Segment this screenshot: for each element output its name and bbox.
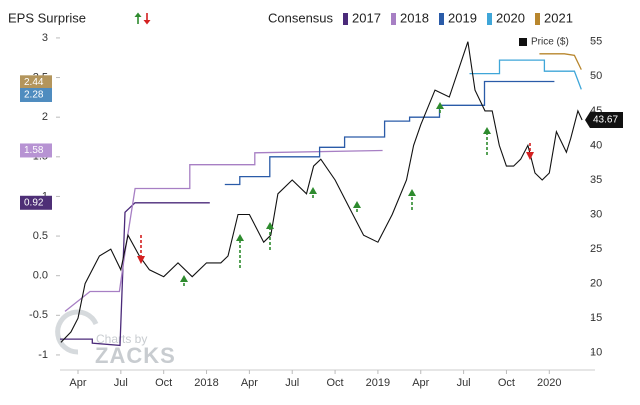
x-tick-label: Jul xyxy=(285,377,299,389)
x-tick-label: Oct xyxy=(498,377,515,389)
x-tick-label: 2019 xyxy=(366,377,390,389)
x-tick-label: Oct xyxy=(155,377,172,389)
plot-area: -1-0.50.00.511.522.531015202530354045505… xyxy=(20,32,623,389)
y2-tick-label: 30 xyxy=(590,208,602,220)
surprise-arrows xyxy=(137,102,534,286)
y-tick-label: 2 xyxy=(42,111,48,123)
current-value-label: 2.44 xyxy=(24,77,44,88)
consensus-line xyxy=(64,149,383,312)
price-line xyxy=(60,41,583,343)
eps-surprise-title: EPS Surprise xyxy=(8,10,86,25)
y2-tick-label: 20 xyxy=(590,278,602,290)
x-tick-label: Apr xyxy=(412,377,429,389)
legend-swatch xyxy=(535,13,540,25)
price-box xyxy=(585,112,623,129)
surprise-icons xyxy=(134,12,151,25)
current-value-label: 2.28 xyxy=(24,90,44,101)
y-tick-label: -0.5 xyxy=(29,309,48,321)
x-tick-label: Oct xyxy=(327,377,344,389)
legend-label: 2021 xyxy=(544,10,573,25)
y2-tick-label: 55 xyxy=(590,36,602,48)
y-tick-label: 0.0 xyxy=(33,270,48,282)
current-value-box xyxy=(20,143,52,158)
y-tick-label: 0.5 xyxy=(33,230,48,242)
watermark-text: Charts by xyxy=(96,332,147,346)
legend-label: 2018 xyxy=(400,10,429,25)
x-tick-label: 2018 xyxy=(194,377,218,389)
x-tick-label: Jul xyxy=(114,377,128,389)
price-value-label: 43.67 xyxy=(593,115,618,126)
legend-swatch xyxy=(343,13,348,25)
legend-swatch xyxy=(439,13,444,25)
current-value-label: 0.92 xyxy=(24,197,44,208)
y2-tick-label: 40 xyxy=(590,139,602,151)
x-tick-label: Jul xyxy=(457,377,471,389)
legend: 2017 2018 2019 2020 2021 Price ($) xyxy=(343,10,573,48)
legend-swatch xyxy=(391,13,396,25)
y-tick-label: 3 xyxy=(42,32,48,44)
y2-tick-label: 10 xyxy=(590,347,602,359)
watermark: Charts by ZACKS xyxy=(55,309,176,368)
y2-tick-label: 35 xyxy=(590,174,602,186)
legend-swatch xyxy=(519,38,527,46)
current-value-box xyxy=(20,75,52,90)
current-value-box xyxy=(20,87,52,102)
consensus-label: Consensus xyxy=(268,10,334,25)
consensus-line xyxy=(469,59,582,90)
consensus-line xyxy=(60,202,210,347)
consensus-line xyxy=(224,80,555,186)
y2-tick-label: 25 xyxy=(590,243,602,255)
x-tick-label: Apr xyxy=(241,377,258,389)
current-value-label: 1.58 xyxy=(24,145,44,156)
y2-tick-label: 15 xyxy=(590,312,602,324)
legend-label: 2017 xyxy=(352,10,381,25)
legend-swatch xyxy=(487,13,492,25)
y-tick-label: -1 xyxy=(38,349,48,361)
legend-label: Price ($) xyxy=(531,37,569,48)
consensus-line xyxy=(539,53,582,70)
legend-label: 2020 xyxy=(496,10,525,25)
current-value-box xyxy=(20,195,52,210)
x-tick-label: Apr xyxy=(69,377,86,389)
watermark-logo: ZACKS xyxy=(95,343,176,368)
legend-label: 2019 xyxy=(448,10,477,25)
y2-tick-label: 50 xyxy=(590,70,602,82)
x-tick-label: 2020 xyxy=(537,377,561,389)
